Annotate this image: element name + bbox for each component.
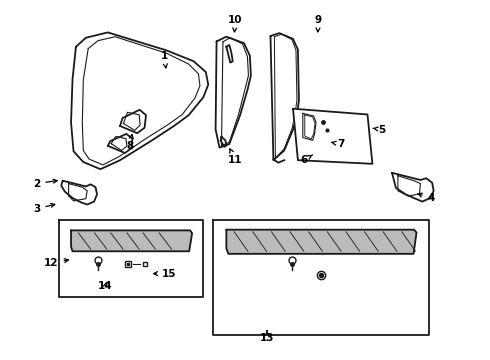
Text: 9: 9 xyxy=(315,15,322,32)
Text: 5: 5 xyxy=(373,125,386,135)
Text: 6: 6 xyxy=(300,155,313,165)
Text: 13: 13 xyxy=(260,330,274,343)
Text: 3: 3 xyxy=(33,203,55,214)
Text: 12: 12 xyxy=(44,258,69,268)
Polygon shape xyxy=(120,110,146,133)
Text: 14: 14 xyxy=(98,281,113,291)
Text: 10: 10 xyxy=(228,15,243,32)
Polygon shape xyxy=(61,181,97,204)
Polygon shape xyxy=(293,109,372,164)
Polygon shape xyxy=(59,220,203,297)
Polygon shape xyxy=(71,32,208,169)
Text: 1: 1 xyxy=(161,51,168,68)
Text: 4: 4 xyxy=(418,193,435,203)
Text: 2: 2 xyxy=(33,179,57,189)
Polygon shape xyxy=(108,134,132,153)
Text: 15: 15 xyxy=(154,269,176,279)
Polygon shape xyxy=(216,37,251,148)
Text: 11: 11 xyxy=(228,149,243,165)
Polygon shape xyxy=(71,230,192,251)
Polygon shape xyxy=(226,230,416,254)
Polygon shape xyxy=(392,173,434,202)
Text: 8: 8 xyxy=(126,135,133,151)
Text: 7: 7 xyxy=(331,139,344,149)
Polygon shape xyxy=(213,220,429,335)
